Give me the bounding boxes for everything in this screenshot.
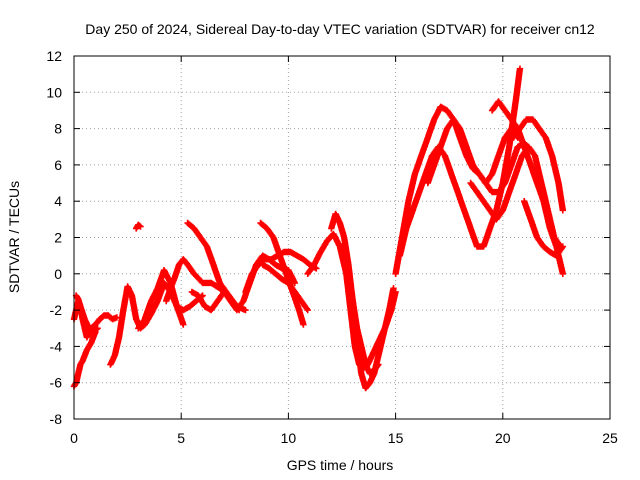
y-tick-label: 6 (54, 157, 62, 173)
data-point-markers (396, 65, 524, 259)
series-arc6 (135, 267, 206, 332)
grid-lines (74, 56, 610, 419)
data-point-markers (424, 116, 534, 196)
x-axis-label: GPS time / hours (287, 457, 394, 473)
series-arc18 (424, 116, 534, 196)
y-tick-label: -8 (50, 411, 63, 427)
y-tick-label: 0 (54, 266, 62, 282)
y-axis-label: SDTVAR / TECUs (6, 181, 22, 293)
x-tick-label: 25 (602, 430, 618, 446)
x-tick-label: 10 (281, 430, 297, 446)
series-arc5 (133, 221, 144, 232)
y-tick-label: 4 (54, 193, 62, 209)
chart-title: Day 250 of 2024, Sidereal Day-to-day VTE… (85, 21, 595, 37)
data-point-markers (184, 219, 243, 314)
series-arc21 (510, 116, 566, 214)
x-tick-label: 15 (388, 430, 404, 446)
y-tick-label: 12 (46, 48, 62, 64)
series-arc22 (521, 198, 566, 259)
series-arc3 (72, 292, 101, 336)
data-point-markers (510, 116, 566, 214)
y-tick-label: -2 (50, 302, 63, 318)
y-tick-label: -4 (50, 338, 63, 354)
data-point-markers (135, 267, 206, 332)
y-tick-label: 8 (54, 121, 62, 137)
x-tick-label: 5 (177, 430, 185, 446)
y-tick-label: -6 (50, 375, 63, 391)
axis-ticks: 0 5 10 15 20 25 -8 -6 -4 -2 0 2 4 6 8 10 12 (46, 48, 618, 446)
y-tick-label: 2 (54, 230, 62, 246)
data-point-markers (259, 261, 311, 314)
y-tick-label: 10 (46, 84, 62, 100)
series-arc17 (396, 65, 524, 259)
series-arc15 (338, 243, 382, 377)
data-point-markers (521, 198, 566, 259)
data-point-markers (257, 219, 307, 328)
data-point-markers (133, 221, 144, 232)
series-arc11 (257, 219, 307, 328)
x-tick-label: 0 (70, 430, 78, 446)
series-arc8 (184, 219, 243, 314)
data-point-markers (338, 243, 382, 377)
data-point-markers (72, 292, 101, 336)
series-arc12 (259, 261, 311, 314)
x-tick-label: 20 (495, 430, 511, 446)
data-markers (70, 65, 566, 392)
